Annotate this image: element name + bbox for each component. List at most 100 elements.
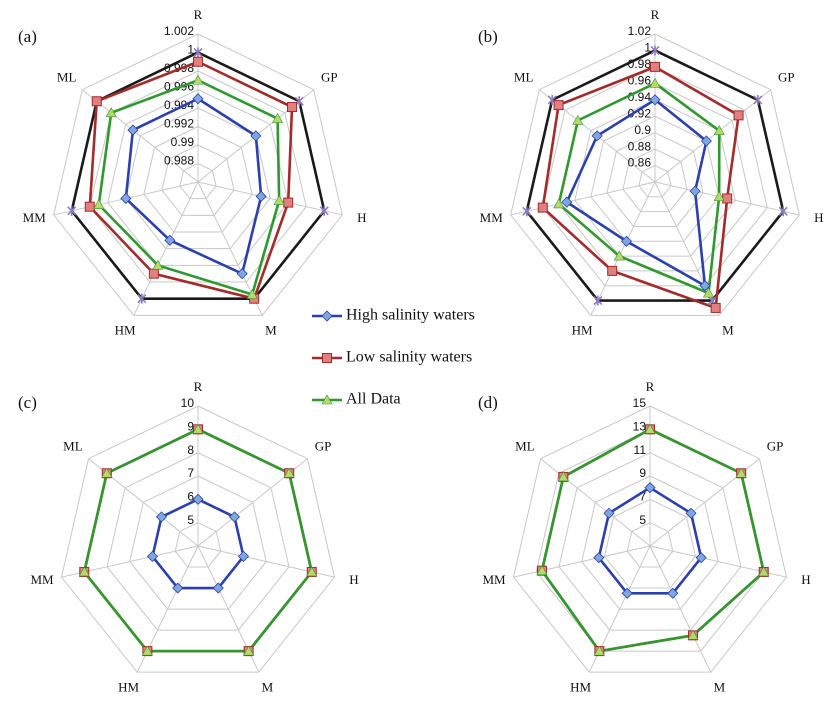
marker (152, 259, 164, 270)
grid-ring (626, 522, 674, 568)
marker (155, 511, 168, 523)
marker (710, 302, 721, 313)
category-label: M (265, 323, 277, 338)
legend-label: Low salinity waters (346, 349, 472, 366)
series-line (88, 60, 294, 301)
r-tick-label: 1.002 (164, 24, 194, 38)
series-line (540, 427, 766, 653)
category-label: HM (570, 679, 591, 694)
series-line (82, 427, 314, 653)
marker (687, 629, 699, 640)
marker (306, 566, 318, 577)
grid-ring (174, 522, 222, 568)
marker (93, 199, 105, 209)
marker (272, 112, 284, 123)
marker (67, 205, 77, 216)
marker (127, 124, 139, 136)
marker (613, 250, 625, 261)
marker (553, 198, 565, 209)
marker (607, 265, 618, 276)
category-label: MM (480, 210, 504, 225)
marker (572, 114, 584, 125)
marker (649, 77, 661, 88)
marker (236, 268, 248, 280)
marker (120, 192, 132, 205)
series-line (70, 51, 326, 300)
series-line (557, 81, 721, 295)
category-label: MM (30, 572, 54, 587)
category-label: H (357, 210, 366, 225)
category-label: ML (63, 438, 83, 453)
grid-ring (60, 405, 336, 673)
marker (593, 295, 603, 306)
marker (536, 565, 548, 575)
category-label: MM (23, 210, 47, 225)
marker (255, 190, 267, 202)
marker (644, 423, 656, 434)
marker (146, 550, 159, 562)
marker (141, 645, 153, 656)
panel-label: (c) (18, 393, 37, 412)
grid-ring (512, 405, 788, 673)
grid-ring (143, 125, 253, 233)
category-label: M (262, 679, 274, 694)
marker (283, 467, 295, 478)
marker (228, 511, 241, 523)
marker (735, 467, 747, 478)
grid-ring (638, 165, 672, 198)
marker (699, 280, 711, 292)
category-label: H (349, 572, 358, 587)
marker (164, 234, 176, 246)
grid-ring (161, 144, 235, 216)
r-tick-label: 5 (187, 513, 194, 527)
marker (667, 587, 679, 599)
marker (78, 566, 90, 577)
marker (644, 482, 656, 494)
r-tick-label: 13 (633, 420, 647, 434)
marker (553, 100, 564, 111)
r-tick-label: 0.96 (628, 74, 652, 88)
marker (192, 93, 204, 105)
marker (620, 235, 633, 247)
marker (237, 550, 250, 562)
panel-label: (d) (478, 393, 498, 412)
marker (91, 96, 102, 107)
category-label: R (651, 7, 660, 22)
r-tick-label: 6 (187, 490, 194, 504)
r-tick-label: 0.99 (171, 135, 195, 149)
category-label: R (646, 379, 655, 394)
grid-ring (558, 452, 742, 631)
marker (192, 423, 204, 434)
marker (700, 135, 712, 147)
marker (287, 102, 298, 113)
legend-label: High salinity waters (346, 307, 475, 324)
r-tick-label: 15 (633, 396, 647, 410)
r-tick-label: 1 (187, 43, 194, 57)
marker (243, 645, 255, 656)
marker (689, 185, 701, 197)
category-label: R (194, 379, 203, 394)
series-line (151, 497, 245, 590)
marker (105, 107, 117, 118)
category-label: R (194, 7, 203, 22)
r-tick-label: 10 (181, 396, 195, 410)
series-line (565, 98, 708, 289)
marker (522, 206, 532, 217)
marker (561, 196, 573, 208)
spoke (590, 181, 656, 316)
r-tick-label: 0.9 (634, 123, 651, 137)
r-tick-label: 7 (187, 466, 194, 480)
marker (148, 268, 159, 279)
marker (722, 193, 733, 204)
spoke (654, 89, 772, 183)
marker (273, 194, 285, 205)
r-tick-label: 7 (639, 490, 646, 504)
legend-marker (322, 353, 332, 363)
grid-ring (603, 498, 697, 589)
legend-marker (321, 310, 333, 322)
marker (593, 552, 605, 564)
spoke (197, 181, 343, 216)
category-label: GP (321, 69, 338, 84)
r-tick-label: 0.988 (164, 154, 194, 168)
r-tick-label: 9 (639, 466, 646, 480)
